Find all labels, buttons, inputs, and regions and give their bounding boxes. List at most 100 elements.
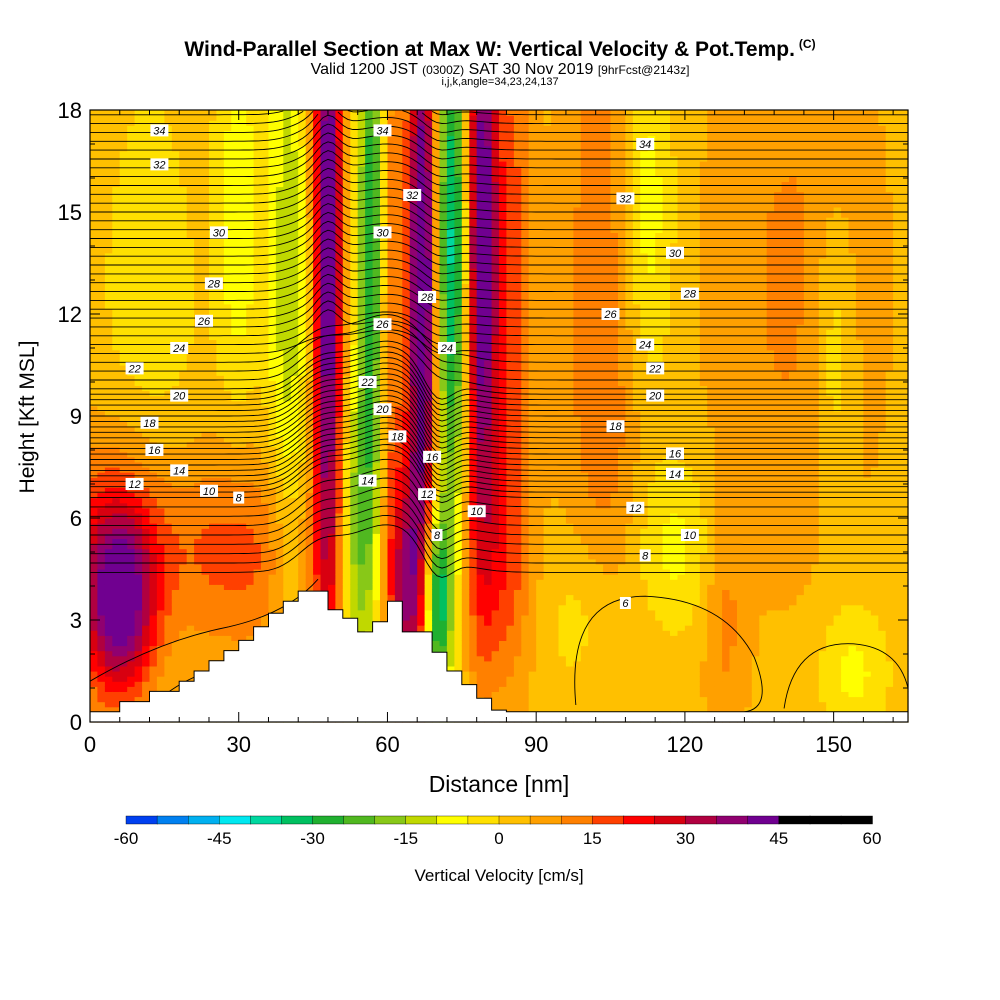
velocity-cell [328,492,336,499]
velocity-cell [320,543,329,550]
velocity-cell [246,518,255,524]
velocity-cell [186,518,195,524]
velocity-cell [268,594,277,601]
velocity-cell [201,217,210,223]
velocity-cell [328,115,336,121]
velocity-cell [246,533,255,539]
velocity-cell [223,375,232,381]
velocity-cell [134,273,143,279]
velocity-cell [90,176,98,182]
velocity-cell [142,263,151,269]
velocity-cell [253,314,262,320]
velocity-cell [342,436,351,443]
velocity-cell [179,120,188,126]
velocity-cell [164,242,173,249]
velocity-cell [253,232,262,239]
velocity-cell [209,344,217,351]
velocity-cell [156,212,165,218]
velocity-cell [164,395,173,402]
velocity-cell [246,308,255,315]
velocity-cell [119,217,128,223]
velocity-cell [149,512,158,519]
velocity-cell [149,660,158,667]
velocity-cell [97,436,106,443]
velocity-cell [223,257,232,264]
velocity-cell [342,533,351,539]
velocity-cell [194,298,203,305]
velocity-cell [283,380,292,386]
velocity-cell [261,553,269,560]
velocity-cell [372,263,381,269]
velocity-cell [372,599,381,606]
velocity-cell [134,630,143,636]
velocity-cell [104,176,113,182]
velocity-cell [387,150,396,157]
velocity-cell [313,558,322,565]
velocity-cell [335,252,344,259]
velocity-cell [305,206,314,213]
velocity-cell [231,395,240,402]
velocity-cell [223,467,232,473]
velocity-cell [112,252,121,259]
velocity-cell [268,135,277,142]
velocity-cell [328,257,336,264]
velocity-cell [97,512,106,519]
velocity-cell [171,176,180,182]
velocity-cell [104,120,113,126]
velocity-cell [283,303,292,310]
velocity-cell [320,115,329,121]
velocity-cell [275,400,284,407]
velocity-cell [357,176,366,182]
velocity-cell [149,268,158,274]
velocity-cell [119,604,128,611]
velocity-cell [261,461,269,468]
velocity-cell [149,140,158,147]
velocity-cell [201,329,210,335]
velocity-cell [149,201,158,208]
velocity-cell [283,558,292,565]
velocity-cell [275,293,284,300]
velocity-cell [223,252,232,259]
velocity-cell [112,533,121,539]
velocity-cell [268,140,277,147]
velocity-cell [357,319,366,325]
velocity-cell [97,206,106,213]
velocity-cell [127,553,136,560]
velocity-cell [171,334,180,341]
velocity-cell [298,252,307,259]
velocity-cell [320,563,329,570]
velocity-cell [261,533,269,539]
velocity-cell [171,502,180,509]
velocity-cell [112,630,121,636]
velocity-cell [268,186,277,193]
velocity-cell [335,405,344,412]
velocity-cell [268,400,277,407]
velocity-cell [119,558,128,565]
velocity-cell [328,161,336,167]
velocity-cell [365,206,374,213]
velocity-cell [149,676,158,682]
velocity-cell [231,451,240,458]
velocity-cell [268,319,277,325]
velocity-cell [275,594,284,601]
velocity-cell [283,416,292,422]
velocity-cell [164,604,173,611]
velocity-cell [335,349,344,356]
velocity-cell [134,314,143,320]
velocity-cell [246,579,255,585]
velocity-cell [164,640,173,647]
velocity-cell [97,533,106,539]
velocity-cell [357,339,366,346]
velocity-cell [194,257,203,264]
velocity-cell [112,640,121,647]
velocity-cell [127,487,136,494]
velocity-cell [268,166,277,172]
velocity-cell [223,528,232,534]
velocity-cell [194,166,203,172]
velocity-cell [127,599,136,606]
velocity-cell [186,574,195,580]
velocity-cell [268,288,277,295]
velocity-cell [97,548,106,555]
velocity-cell [104,599,113,606]
velocity-cell [357,115,366,121]
